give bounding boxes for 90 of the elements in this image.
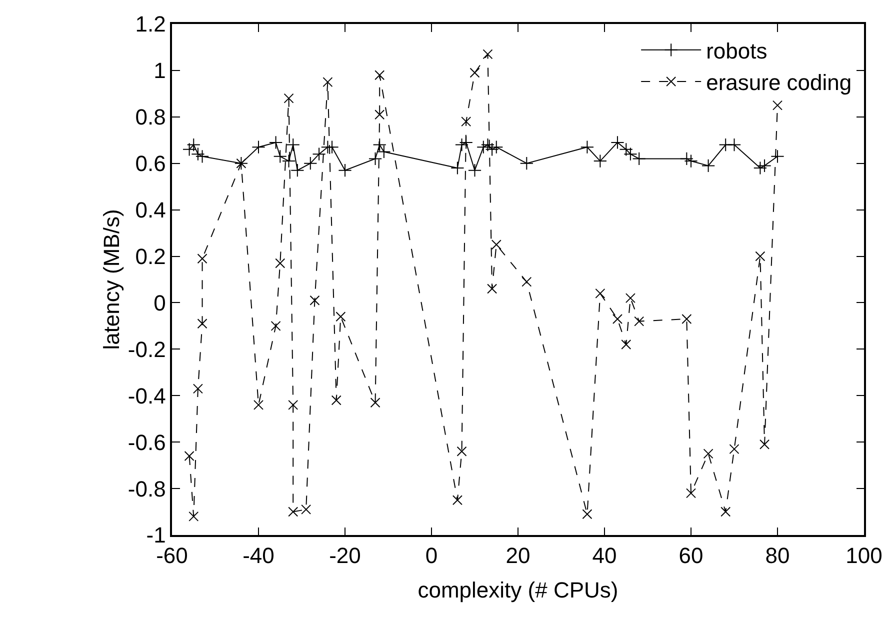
point [582,509,592,520]
point [680,152,694,166]
point [301,504,312,514]
point [682,314,692,324]
legend-label: robots [706,38,768,64]
point [195,150,210,164]
x-tick-label: 60 [678,543,704,568]
point [370,398,380,408]
point [374,110,385,120]
point [368,152,382,166]
point [197,254,208,264]
point [772,100,782,110]
point [270,320,281,331]
point [758,158,772,172]
x-tick-label: -20 [329,543,361,568]
point [290,164,304,178]
point [595,288,606,298]
point [753,161,767,175]
point [252,140,266,154]
point [461,116,472,127]
y-tick-label: 1 [154,58,166,84]
point [482,49,493,60]
y-tick-label: 1.2 [135,12,166,37]
point [621,340,632,350]
x-tick-label: 80 [765,543,790,568]
point [470,68,480,78]
point [286,138,300,152]
point [625,293,636,304]
x-tick-label: 100 [846,543,882,568]
y-tick-label: 0 [154,290,166,316]
point [703,448,714,459]
point [634,316,644,326]
point [184,451,194,462]
point [490,140,504,154]
point [580,140,594,154]
point [374,70,385,80]
point [702,158,716,172]
point [452,495,462,506]
point [612,314,622,324]
point [686,488,696,498]
point [254,400,264,410]
y-tick-label: -0.4 [128,383,166,408]
y-tick-label: 0.8 [135,104,166,130]
point [770,150,784,164]
point [456,446,467,456]
point [284,93,294,104]
x-tick-label: 20 [506,543,530,568]
point [312,147,326,161]
point [593,154,607,168]
point [331,395,342,406]
point [760,439,770,450]
point [310,295,320,306]
y-tick-label: 0.6 [135,151,166,176]
point [520,156,534,170]
point [491,240,502,250]
point [325,140,339,154]
point [288,506,298,517]
x-tick-label: 0 [425,543,438,568]
point [322,77,333,88]
x-tick-label: 40 [592,543,617,568]
y-axis-title: latency (MB/s) [99,209,124,350]
point [684,154,698,168]
y-tick-label: 0.4 [135,198,166,223]
y-tick-label: -0.6 [128,430,166,455]
point [288,400,298,410]
point [729,444,740,454]
point [336,312,346,322]
point [454,138,469,152]
point [476,140,490,154]
point [275,258,286,268]
point [338,164,352,178]
point [197,318,208,329]
point [188,511,199,522]
point [304,156,318,170]
point [192,384,203,394]
point [755,251,766,262]
y-tick-label: 0.2 [135,244,166,269]
point [468,164,482,178]
point [522,276,532,287]
x-axis-title: complexity (# CPUs) [418,578,618,603]
point [186,138,200,152]
point [269,136,283,150]
point [727,138,742,152]
point [487,284,498,294]
y-tick-label: -0.8 [128,476,166,502]
legend-label: erasure coding [706,70,852,96]
y-tick-label: -0.2 [128,336,166,362]
point [720,506,731,517]
x-tick-label: -40 [242,543,274,568]
point [450,161,464,175]
